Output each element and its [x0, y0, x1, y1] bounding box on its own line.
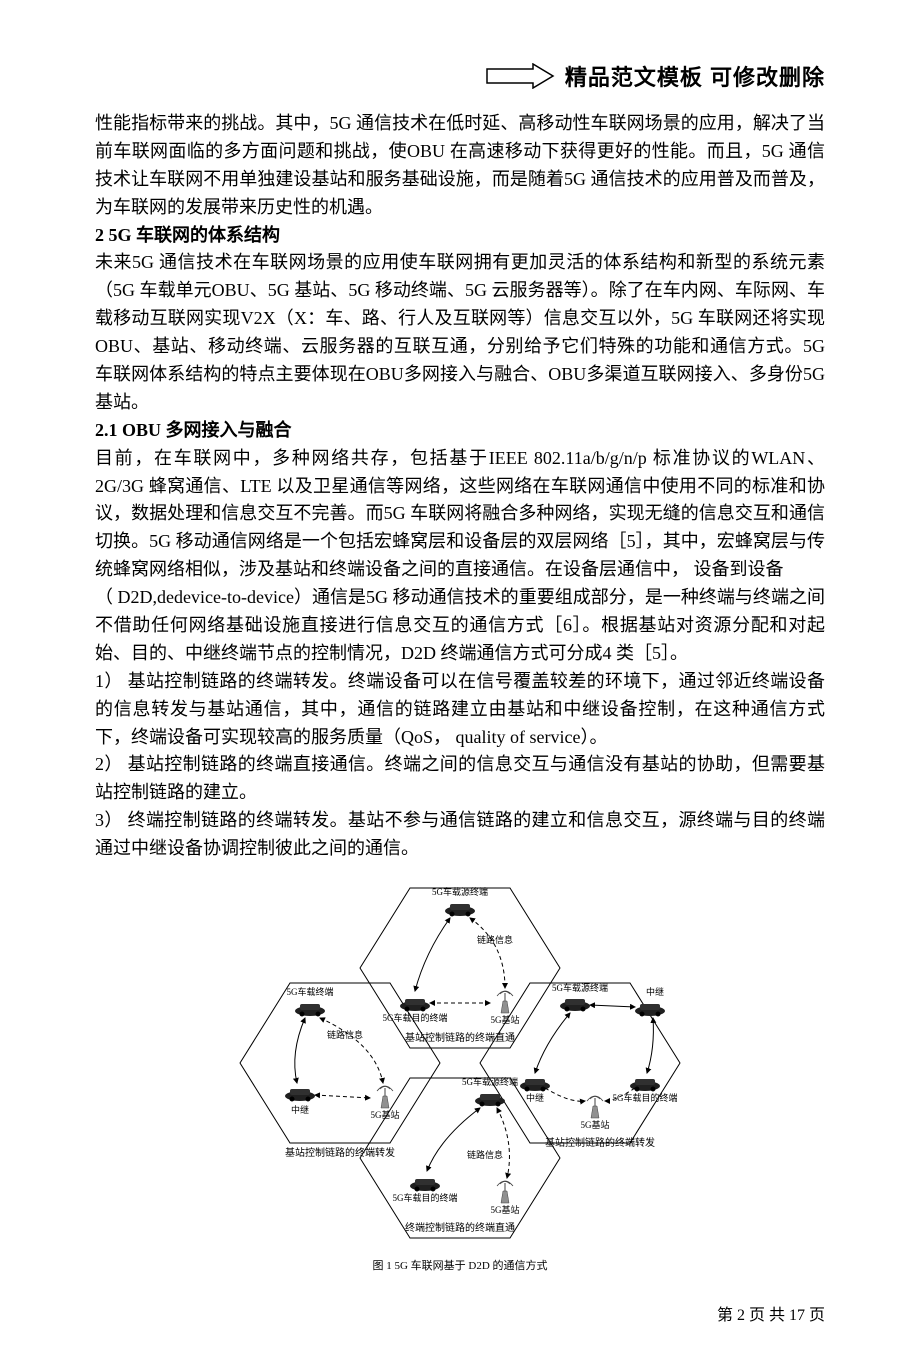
label: 5G基站	[491, 1014, 520, 1025]
figure-caption: 图 1 5G 车联网基于 D2D 的通信方式	[95, 1257, 825, 1273]
body-content: 性能指标带来的挑战。其中，5G 通信技术在低时延、高移动性车联网场景的应用，解决…	[95, 110, 825, 863]
label: 5G基站	[371, 1109, 400, 1120]
label: 链路信息	[327, 1029, 363, 1040]
paragraph: 性能指标带来的挑战。其中，5G 通信技术在低时延、高移动性车联网场景的应用，解决…	[95, 110, 825, 222]
page-header: 精品范文模板 可修改删除	[95, 60, 825, 92]
paragraph: 1） 基站控制链路的终端转发。终端设备可以在信号覆盖较差的环境下，通过邻近终端设…	[95, 668, 825, 752]
cell-caption: 基站控制链路的终端直通	[405, 1031, 515, 1044]
label: 5G车载目的终端	[393, 1192, 458, 1203]
paragraph: 目前，在车联网中，多种网络共存，包括基于IEEE 802.11a/b/g/n/p…	[95, 445, 825, 584]
label: 中继	[526, 1092, 544, 1103]
label: 5G车载源终端	[552, 982, 608, 993]
paragraph: 未来5G 通信技术在车联网场景的应用使车联网拥有更加灵活的体系结构和新型的系统元…	[95, 249, 825, 416]
label: 中继	[646, 986, 664, 997]
d2d-diagram: 5G车载源终端 5G车载目的终端 5G基站 链路信息 基站控制链路的终端直通 5…	[215, 873, 705, 1248]
label: 5G车载源终端	[432, 886, 488, 897]
cell-caption: 基站控制链路的终端转发	[545, 1136, 655, 1149]
header-title: 精品范文模板 可修改删除	[565, 60, 825, 92]
paragraph: 2） 基站控制链路的终端直接通信。终端之间的信息交互与通信没有基站的协助，但需要…	[95, 751, 825, 807]
label: 5G基站	[491, 1204, 520, 1215]
cell-caption: 终端控制链路的终端直通	[405, 1221, 515, 1234]
label: 5G车载终端	[287, 986, 334, 997]
arrow-right-icon	[485, 63, 555, 89]
section-heading-2-1: 2.1 OBU 多网接入与融合	[95, 417, 825, 445]
label: 5G车载目的终端	[383, 1012, 448, 1023]
page-footer: 第 2 页 共 17 页	[95, 1301, 825, 1325]
label: 链路信息	[477, 934, 513, 945]
paragraph: （ D2D,dedevice-to-device）通信是5G 移动通信技术的重要…	[95, 584, 825, 668]
section-heading-2: 2 5G 车联网的体系结构	[95, 222, 825, 250]
label: 5G车载目的终端	[613, 1092, 678, 1103]
paragraph: 3） 终端控制链路的终端转发。基站不参与通信链路的建立和信息交互，源终端与目的终…	[95, 807, 825, 863]
label: 5G车载源终端	[462, 1076, 518, 1087]
label: 中继	[291, 1104, 309, 1115]
label: 5G基站	[581, 1119, 610, 1130]
label: 链路信息	[467, 1149, 503, 1160]
document-page: 精品范文模板 可修改删除 性能指标带来的挑战。其中，5G 通信技术在低时延、高移…	[0, 0, 920, 1365]
figure-1: 5G车载源终端 5G车载目的终端 5G基站 链路信息 基站控制链路的终端直通 5…	[95, 873, 825, 1273]
cell-caption: 基站控制链路的终端转发	[285, 1146, 395, 1159]
